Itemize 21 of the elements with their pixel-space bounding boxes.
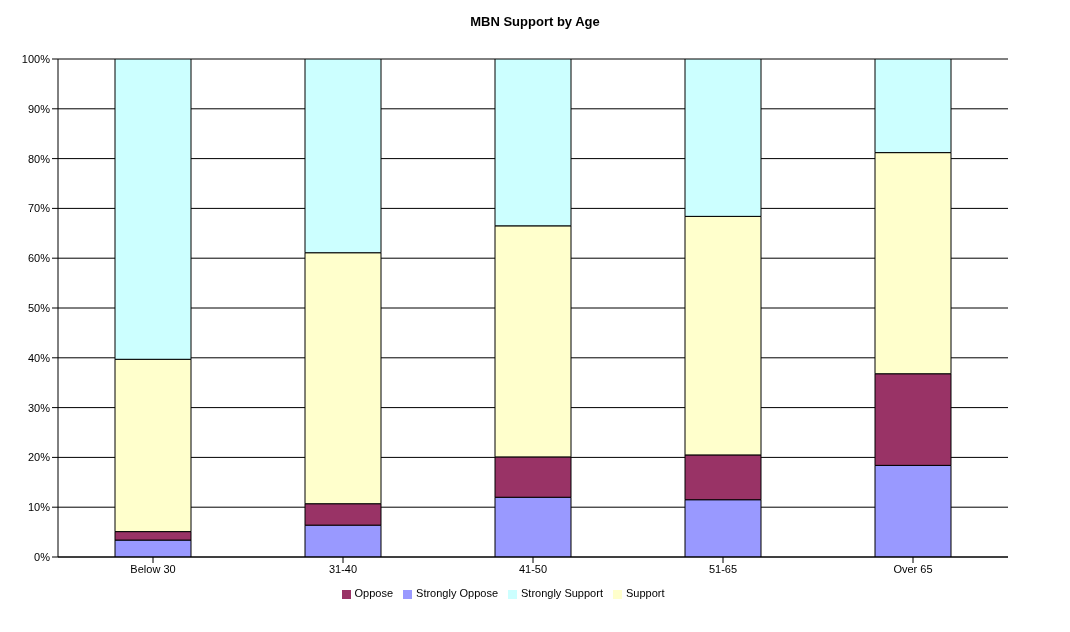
x-tick-label: 41-50 <box>518 562 548 575</box>
y-tick-label: 0% <box>34 550 51 563</box>
y-tick-label: 50% <box>27 301 51 314</box>
legend-label: Oppose <box>354 587 394 599</box>
x-tick-label: 51-65 <box>708 562 738 575</box>
legend-label: Support <box>625 587 665 599</box>
y-tick-label: 30% <box>27 401 51 414</box>
y-tick-label: 60% <box>27 252 51 265</box>
legend-label: Strongly Oppose <box>416 587 498 599</box>
y-tick-label: 10% <box>27 501 51 514</box>
x-tick-label: Over 65 <box>893 562 933 575</box>
y-tick-label: 90% <box>27 102 51 115</box>
y-tick-label: 70% <box>27 202 51 215</box>
y-tick-label: 100% <box>21 52 51 65</box>
y-tick-label: 80% <box>27 152 51 165</box>
y-tick-label: 40% <box>27 351 51 364</box>
chart-title: MBN Support by Age <box>469 14 601 29</box>
legend-label: Strongly Support <box>521 587 603 599</box>
x-tick-label: Below 30 <box>130 562 176 575</box>
y-tick-label: 20% <box>27 451 51 464</box>
x-tick-label: 31-40 <box>328 562 358 575</box>
